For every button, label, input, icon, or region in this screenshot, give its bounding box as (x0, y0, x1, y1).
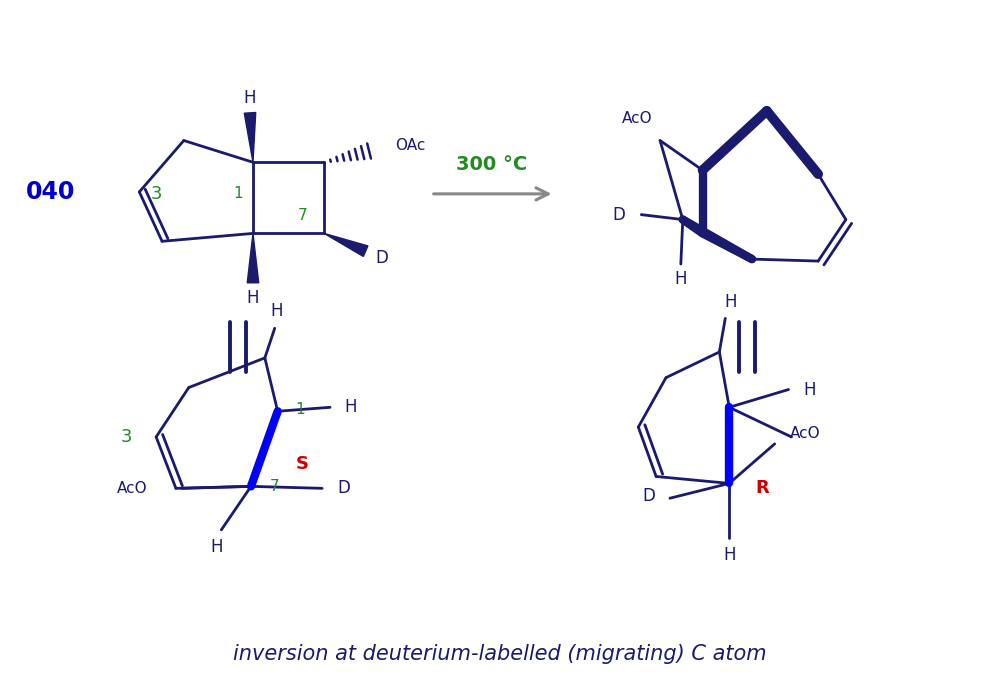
Text: AcO: AcO (117, 481, 147, 496)
Polygon shape (244, 113, 256, 162)
Text: H: H (724, 293, 736, 311)
Text: OAc: OAc (395, 138, 426, 153)
Text: 7: 7 (270, 479, 280, 494)
Text: 040: 040 (26, 180, 75, 204)
Text: D: D (337, 480, 350, 497)
Text: H: H (723, 545, 735, 564)
Text: H: H (270, 302, 283, 321)
Text: R: R (755, 480, 769, 497)
Text: H: H (675, 270, 687, 288)
Polygon shape (247, 233, 259, 283)
Text: H: H (247, 288, 259, 307)
Polygon shape (324, 233, 368, 256)
Text: 1: 1 (296, 402, 305, 416)
Text: H: H (345, 398, 357, 416)
Text: H: H (244, 89, 256, 107)
Text: S: S (296, 454, 309, 472)
Text: 1: 1 (233, 186, 243, 202)
Text: H: H (210, 538, 223, 556)
Text: 3: 3 (121, 428, 132, 446)
Text: D: D (375, 249, 388, 267)
Text: H: H (803, 381, 816, 398)
Text: AcO: AcO (622, 111, 652, 126)
Text: inversion at deuterium-labelled (migrating) C atom: inversion at deuterium-labelled (migrati… (233, 644, 767, 664)
Text: AcO: AcO (790, 426, 820, 442)
Text: D: D (642, 487, 655, 505)
Text: 300 °C: 300 °C (456, 155, 528, 174)
Text: 3: 3 (150, 185, 162, 203)
Text: D: D (613, 206, 625, 223)
Text: 7: 7 (298, 208, 307, 223)
